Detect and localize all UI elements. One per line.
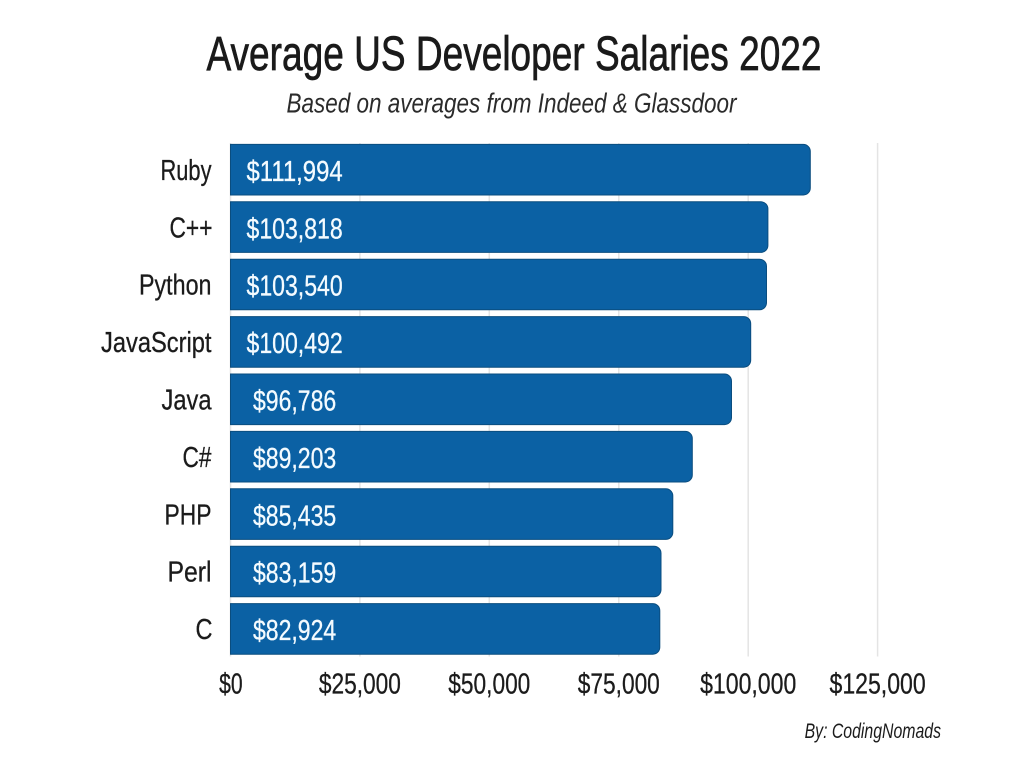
svg-text:$96,786: $96,786 <box>253 386 336 418</box>
svg-text:$125,000: $125,000 <box>830 668 926 700</box>
svg-text:$75,000: $75,000 <box>578 668 660 700</box>
svg-text:$100,000: $100,000 <box>700 668 796 700</box>
svg-text:PHP: PHP <box>165 499 212 531</box>
svg-text:Java: Java <box>162 385 213 417</box>
svg-text:$0: $0 <box>219 668 243 700</box>
svg-text:$89,203: $89,203 <box>253 443 336 475</box>
svg-text:Average US Developer Salaries: Average US Developer Salaries 2022 <box>207 28 822 81</box>
svg-text:C#: C# <box>183 442 212 474</box>
svg-text:Based on averages from Indeed: Based on averages from Indeed & Glassdoo… <box>287 87 738 118</box>
svg-text:$25,000: $25,000 <box>319 668 401 700</box>
svg-text:$83,159: $83,159 <box>253 558 336 590</box>
svg-text:C++: C++ <box>170 212 213 244</box>
svg-text:JavaScript: JavaScript <box>101 327 212 359</box>
svg-text:By: CodingNomads: By: CodingNomads <box>805 720 942 743</box>
svg-text:$111,994: $111,994 <box>247 156 343 188</box>
svg-text:Perl: Perl <box>168 557 212 589</box>
svg-text:C: C <box>196 614 213 646</box>
svg-text:$100,492: $100,492 <box>247 328 343 360</box>
svg-text:$103,818: $103,818 <box>247 213 343 245</box>
svg-text:$50,000: $50,000 <box>448 668 530 700</box>
svg-text:Ruby: Ruby <box>161 155 212 187</box>
svg-text:Python: Python <box>139 270 212 302</box>
svg-text:$82,924: $82,924 <box>253 615 336 647</box>
svg-text:$103,540: $103,540 <box>247 271 343 303</box>
svg-text:$85,435: $85,435 <box>253 500 336 532</box>
